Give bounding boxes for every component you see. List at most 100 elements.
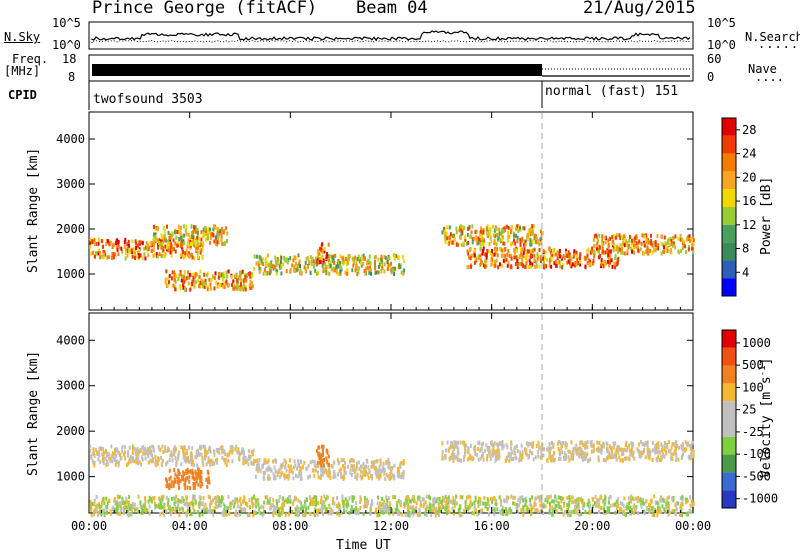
echo-cell	[174, 456, 177, 460]
echo-cell	[237, 447, 240, 452]
echo-cell	[355, 511, 358, 516]
echo-cell	[549, 247, 552, 252]
echo-cell	[510, 457, 513, 462]
echo-cell	[336, 458, 339, 463]
echo-cell	[524, 503, 527, 507]
echo-cell	[363, 496, 366, 501]
echo-cell	[643, 511, 646, 516]
echo-cell	[371, 474, 374, 478]
echo-cell	[466, 241, 468, 246]
echo-cell	[561, 265, 563, 270]
echo-cell	[176, 501, 179, 506]
echo-cell	[579, 446, 582, 451]
echo-cell	[319, 246, 322, 251]
echo-cell	[147, 253, 150, 258]
echo-cell	[278, 495, 281, 499]
echo-cell	[190, 224, 193, 229]
echo-cell	[338, 503, 341, 508]
echo-cell	[373, 255, 376, 260]
echo-cell	[592, 237, 595, 242]
echo-cell	[197, 510, 200, 515]
echo-cell	[342, 508, 345, 513]
echo-cell	[473, 446, 476, 451]
echo-cell	[611, 235, 614, 240]
echo-cell	[531, 231, 534, 236]
echo-cell	[267, 466, 270, 471]
echo-cell	[176, 507, 179, 512]
echo-cell	[260, 504, 263, 509]
echo-cell	[493, 264, 496, 268]
echo-cell	[646, 444, 649, 449]
echo-cell	[536, 256, 539, 261]
echo-cell	[664, 241, 667, 246]
echo-cell	[304, 510, 307, 515]
echo-cell	[194, 280, 197, 285]
echo-cell	[173, 496, 176, 501]
freq-label: Freq.	[12, 52, 49, 66]
echo-cell	[141, 457, 144, 462]
echo-cell	[505, 224, 508, 229]
echo-cell	[685, 237, 688, 242]
echo-cell	[398, 472, 401, 477]
velocity-colorbar-label: Velocity [m s-1]	[758, 358, 774, 478]
echo-cell	[501, 248, 503, 253]
echo-cell	[134, 252, 137, 256]
echo-cell	[566, 503, 569, 508]
echo-cell	[247, 457, 250, 462]
echo-cell	[606, 449, 609, 454]
echo-cell	[675, 504, 678, 509]
echo-cell	[510, 440, 513, 445]
echo-cell	[489, 496, 492, 501]
echo-cell	[309, 271, 312, 276]
echo-cell	[237, 456, 240, 461]
echo-cell	[298, 463, 301, 468]
echo-cell	[572, 500, 575, 505]
echo-cell	[191, 501, 194, 506]
echo-cell	[281, 503, 284, 507]
echo-cell	[628, 457, 631, 462]
echo-cell	[377, 472, 380, 476]
echo-cell	[127, 239, 130, 244]
echo-cell	[315, 259, 318, 264]
echo-cell	[169, 233, 172, 238]
echo-cell	[252, 284, 254, 289]
echo-cell	[556, 441, 559, 446]
echo-cell	[541, 511, 544, 516]
echo-cell	[102, 458, 105, 463]
echo-cell	[391, 473, 394, 478]
echo-cell	[667, 512, 670, 517]
echo-cell	[326, 252, 329, 257]
echo-cell	[598, 502, 601, 507]
echo-cell	[189, 236, 192, 241]
echo-cell	[455, 230, 458, 235]
echo-cell	[194, 242, 197, 247]
echo-cell	[499, 442, 502, 447]
echo-cell	[110, 454, 113, 459]
echo-cell	[322, 463, 325, 468]
echo-cell	[329, 254, 332, 259]
echo-cell	[386, 507, 389, 512]
echo-cell	[597, 238, 600, 243]
echo-cell	[620, 250, 623, 255]
echo-cell	[580, 448, 583, 452]
echo-cell	[250, 274, 253, 279]
echo-cell	[328, 467, 331, 472]
echo-cell	[592, 504, 595, 509]
echo-cell	[410, 511, 413, 516]
echo-cell	[516, 509, 519, 514]
echo-cell	[139, 501, 142, 506]
echo-cell	[200, 237, 203, 242]
echo-cell	[338, 506, 340, 511]
echo-cell	[527, 264, 530, 269]
echo-cell	[364, 472, 367, 477]
echo-cell	[305, 257, 308, 262]
echo-cell	[100, 512, 103, 517]
echo-cell	[370, 503, 372, 508]
echo-cell	[507, 249, 510, 254]
echo-cell	[492, 444, 495, 448]
echo-cell	[612, 503, 615, 508]
echo-cell	[309, 255, 312, 259]
echo-cell	[671, 243, 674, 248]
x-tick-label: 00:00	[675, 519, 711, 533]
echo-cell	[95, 509, 98, 514]
